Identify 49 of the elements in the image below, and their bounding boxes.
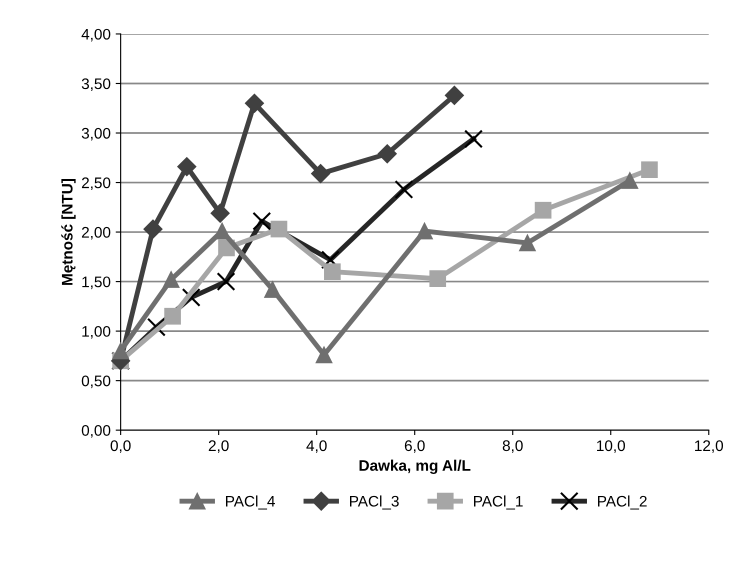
x-axis-title: Dawka, mg Al/L <box>360 460 470 474</box>
y-tick-label: 0,00 <box>82 425 110 438</box>
x-tick-label: 6,0 <box>404 440 425 453</box>
point <box>112 342 129 360</box>
point <box>641 161 658 178</box>
x-tick-label: 0,0 <box>110 440 131 453</box>
point <box>270 220 288 238</box>
point <box>316 346 332 364</box>
point <box>147 318 166 337</box>
point <box>143 220 163 239</box>
y-tick-label: 0,50 <box>82 376 110 388</box>
point <box>444 86 464 105</box>
x-tick-label: 4,0 <box>306 440 327 453</box>
point <box>252 212 272 231</box>
y-tick-label: 1,00 <box>82 326 110 339</box>
point <box>182 288 201 307</box>
x-tick-label: 8,0 <box>502 440 523 453</box>
point <box>622 172 638 189</box>
point <box>324 263 341 280</box>
point <box>164 308 181 325</box>
point <box>177 157 196 176</box>
legend-label: PACl_4 <box>226 495 275 510</box>
point <box>519 234 536 252</box>
y-tick-label: 1,50 <box>82 276 110 290</box>
legend-label: PACl_1 <box>474 495 523 510</box>
point <box>321 250 340 270</box>
point <box>311 164 330 184</box>
x-tick-label: 10,0 <box>597 440 626 453</box>
y-tick-label: 2,50 <box>82 177 110 190</box>
y-tick-label: 3,50 <box>82 78 110 91</box>
y-tick-label: 2,00 <box>82 226 110 240</box>
point <box>416 222 433 240</box>
point <box>162 271 180 288</box>
point <box>378 144 397 164</box>
x-tick-label: 2,0 <box>208 440 229 453</box>
point <box>264 281 281 298</box>
point <box>216 272 236 291</box>
point <box>464 130 483 148</box>
y-axis-title: Mętność [NTU] <box>61 179 76 285</box>
y-tick-label: 4,00 <box>82 28 110 42</box>
point <box>534 202 552 219</box>
y-tick-label: 3,00 <box>82 128 110 140</box>
point <box>394 180 414 199</box>
x-tick-label: 12,0 <box>695 440 724 453</box>
point <box>429 270 446 287</box>
point <box>244 94 264 113</box>
legend-label: PACl_2 <box>598 495 647 510</box>
legend-label: PACl_3 <box>350 495 399 510</box>
point <box>210 204 230 223</box>
